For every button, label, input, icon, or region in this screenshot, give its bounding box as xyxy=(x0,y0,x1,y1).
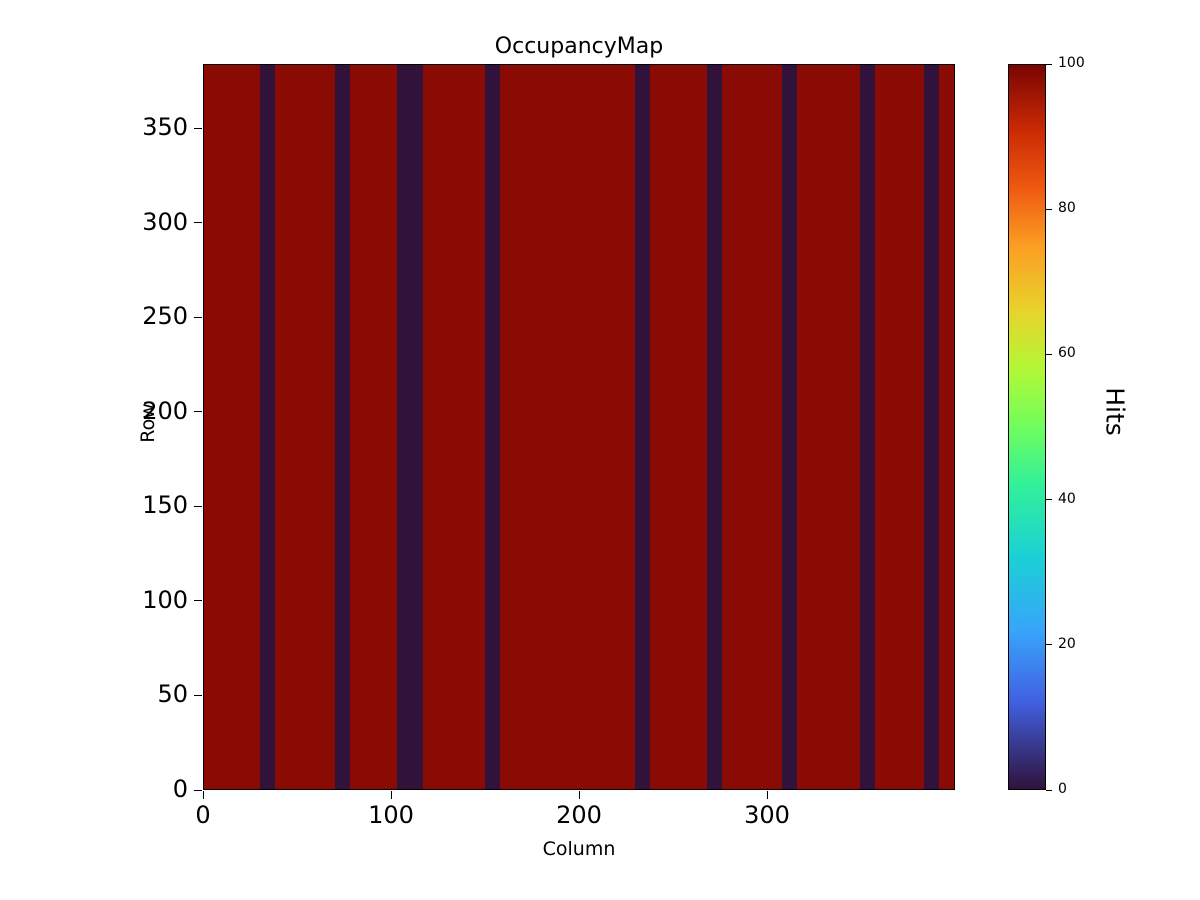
colorbar-tick-mark xyxy=(1046,353,1052,355)
dead-column-stripe xyxy=(706,65,722,789)
y-tick-mark xyxy=(194,505,202,507)
colorbar-tick-mark xyxy=(1046,208,1052,210)
y-tick-label: 200 xyxy=(142,396,188,425)
y-tick-label: 100 xyxy=(142,585,188,614)
colorbar-tick-label: 100 xyxy=(1058,55,1085,71)
colorbar-tick-mark xyxy=(1046,63,1052,65)
colorbar-tick-mark xyxy=(1046,789,1052,791)
x-tick-label: 200 xyxy=(556,801,602,829)
dead-column-stripe xyxy=(924,65,939,789)
dead-column-stripe xyxy=(860,65,876,789)
y-tick-label: 250 xyxy=(142,302,188,331)
colorbar xyxy=(1008,64,1046,790)
x-tick-mark xyxy=(578,791,580,799)
dead-column-stripe xyxy=(335,65,351,789)
colorbar-tick-mark xyxy=(1046,499,1052,501)
colorbar-tick-label: 80 xyxy=(1058,200,1076,217)
dead-column-stripe xyxy=(397,65,424,789)
y-tick-label: 350 xyxy=(142,113,188,142)
x-axis-label: Column xyxy=(542,838,616,860)
colorbar-tick-mark xyxy=(1046,644,1052,646)
dead-column-stripe xyxy=(485,65,501,789)
colorbar-tick-label: 20 xyxy=(1058,635,1076,652)
x-tick-label: 100 xyxy=(368,801,414,829)
colorbar-label: Hits xyxy=(1100,387,1130,436)
x-tick-mark xyxy=(390,791,392,799)
x-tick-mark xyxy=(766,791,768,799)
colorbar-tick-label: 0 xyxy=(1058,781,1067,797)
colorbar-tick-label: 60 xyxy=(1058,345,1076,362)
y-tick-label: 300 xyxy=(142,207,188,236)
dead-column-stripe xyxy=(781,65,797,789)
y-tick-label: 0 xyxy=(172,775,188,803)
y-tick-label: 50 xyxy=(157,680,188,709)
colorbar-tick-label: 40 xyxy=(1058,490,1076,507)
dead-column-stripe xyxy=(635,65,651,789)
y-tick-label: 150 xyxy=(142,491,188,520)
dead-column-stripe xyxy=(260,65,276,789)
heatmap-plot xyxy=(203,64,955,790)
x-tick-mark xyxy=(202,791,204,799)
y-tick-mark xyxy=(194,789,202,791)
y-tick-mark xyxy=(194,694,202,696)
x-tick-label: 0 xyxy=(195,801,211,829)
y-tick-mark xyxy=(194,600,202,602)
x-tick-label: 300 xyxy=(744,801,790,829)
y-tick-mark xyxy=(194,316,202,318)
chart-title: OccupancyMap xyxy=(494,34,664,59)
y-tick-mark xyxy=(194,411,202,413)
y-tick-mark xyxy=(194,127,202,129)
y-tick-mark xyxy=(194,222,202,224)
